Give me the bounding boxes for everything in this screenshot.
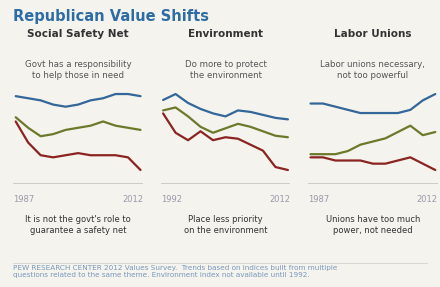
Text: Labor Unions: Labor Unions: [334, 29, 412, 39]
Text: Environment: Environment: [188, 29, 263, 39]
Text: It is not the govt's role to
guarantee a safety net: It is not the govt's role to guarantee a…: [25, 215, 131, 235]
Text: Labor unions necessary,
not too powerful: Labor unions necessary, not too powerful: [320, 60, 425, 80]
Text: 1992: 1992: [161, 195, 182, 204]
Text: 1987: 1987: [13, 195, 34, 204]
Text: PEW RESEARCH CENTER 2012 Values Survey.  Trends based on indices built from mult: PEW RESEARCH CENTER 2012 Values Survey. …: [13, 265, 337, 278]
Text: 2012: 2012: [417, 195, 438, 204]
Text: Place less priority
on the environment: Place less priority on the environment: [184, 215, 267, 235]
Text: 1987: 1987: [308, 195, 329, 204]
Text: Republican Value Shifts: Republican Value Shifts: [13, 9, 209, 24]
Text: 2012: 2012: [122, 195, 143, 204]
Text: 2012: 2012: [269, 195, 290, 204]
Text: Do more to protect
the environment: Do more to protect the environment: [184, 60, 267, 80]
Text: Govt has a responsibility
to help those in need: Govt has a responsibility to help those …: [25, 60, 132, 80]
Text: Unions have too much
power, not needed: Unions have too much power, not needed: [326, 215, 420, 235]
Text: Social Safety Net: Social Safety Net: [27, 29, 129, 39]
